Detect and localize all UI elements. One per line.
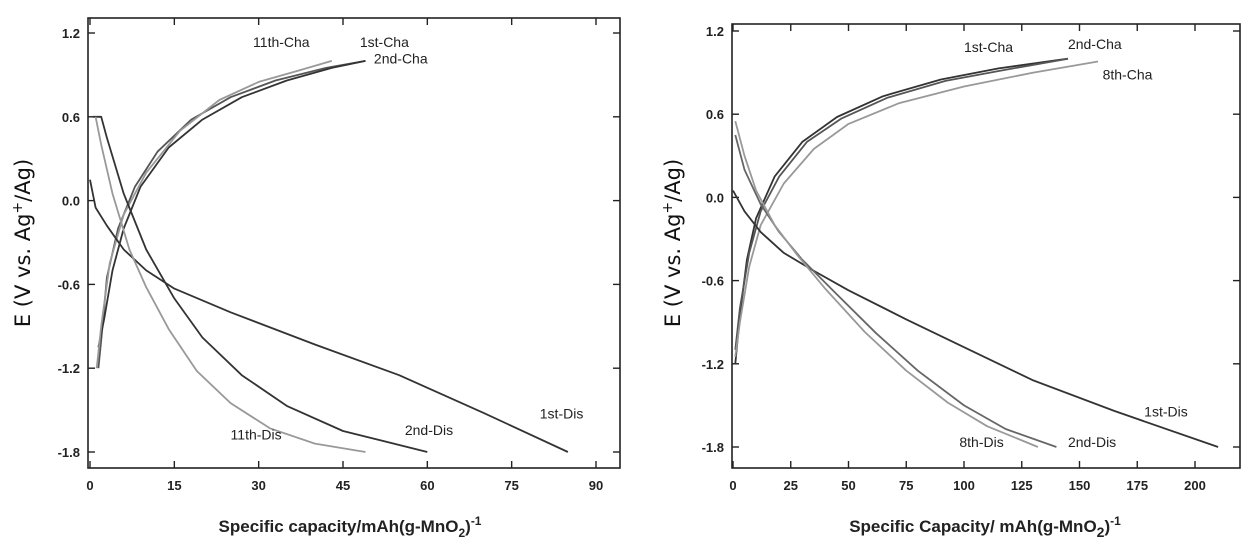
y-axis-label-right: E (V vs. Ag+/Ag) bbox=[660, 159, 685, 327]
ticks-left: -1.8 -1.2 -0.6 0.0 0.6 1.2 0 15 30 45 60 75 90 bbox=[58, 18, 620, 493]
series-annotation: 8th-Cha bbox=[1103, 67, 1153, 83]
x-tick-label: 90 bbox=[589, 478, 603, 493]
x-tick-label: 50 bbox=[841, 478, 855, 493]
series-annotation: 2nd-Dis bbox=[1068, 434, 1116, 450]
series-annotation: 1st-Cha bbox=[964, 39, 1013, 55]
x-axis-label-right: Specific Capacity/ mAh(g-MnO2)-1 bbox=[849, 514, 1121, 540]
y-tick-label: 1.2 bbox=[62, 26, 80, 41]
plot-frame-left bbox=[87, 17, 621, 469]
y-tick-label: 0.0 bbox=[62, 194, 80, 209]
series-line-2nd-Dis bbox=[734, 134, 1057, 448]
series-annotation: 2nd-Dis bbox=[405, 422, 453, 438]
x-tick-label: 0 bbox=[729, 478, 736, 493]
x-tick-label: 60 bbox=[420, 478, 434, 493]
series-line-1st-Cha bbox=[97, 60, 366, 369]
series-line-11th-Cha bbox=[95, 60, 333, 369]
y-axis-label-left: E (V vs. Ag+/Ag) bbox=[10, 159, 35, 327]
series-annotation: 11th-Dis bbox=[231, 426, 282, 442]
x-tick-label: 75 bbox=[899, 478, 913, 493]
series-line-2nd-Dis bbox=[92, 115, 428, 453]
series-line-8th-Dis bbox=[734, 120, 1039, 448]
ticks-right: -1.8 -1.2 -0.6 0.0 0.6 1.2 0 25 50 75 100 125 150 175… bbox=[702, 24, 1240, 493]
series-line-8th-Cha bbox=[734, 60, 1099, 358]
series-left bbox=[89, 60, 569, 453]
x-tick-label: 100 bbox=[953, 478, 975, 493]
series-line-1st-Dis bbox=[89, 179, 569, 453]
y-tick-label: 0.6 bbox=[62, 110, 80, 125]
y-tick-label: -1.2 bbox=[58, 361, 80, 376]
annotations-right: 1st-Cha 2nd-Cha 8th-Cha 1st-Dis 2nd-Dis 8th-D… bbox=[959, 36, 1187, 450]
x-tick-label: 200 bbox=[1184, 478, 1206, 493]
x-tick-label: 25 bbox=[784, 478, 798, 493]
series-annotation: 1st-Cha bbox=[360, 34, 409, 50]
y-tick-label: -1.2 bbox=[702, 357, 724, 372]
y-tick-label: 1.2 bbox=[706, 24, 724, 39]
y-tick-label: -0.6 bbox=[58, 277, 80, 292]
x-tick-label: 175 bbox=[1126, 478, 1148, 493]
series-line-1st-Dis bbox=[732, 190, 1219, 448]
chart-right: -1.8 -1.2 -0.6 0.0 0.6 1.2 0 25 50 75 100 125 150 175… bbox=[660, 23, 1241, 540]
plot-frame-right bbox=[731, 23, 1241, 469]
series-annotation: 11th-Cha bbox=[253, 34, 310, 50]
series-annotation: 2nd-Cha bbox=[374, 51, 428, 67]
series-right bbox=[732, 57, 1219, 448]
chart-left: -1.8 -1.2 -0.6 0.0 0.6 1.2 0 15 30 45 60 75 90 11th-… bbox=[10, 17, 621, 540]
y-tick-label: -1.8 bbox=[702, 440, 724, 455]
y-tick-label: 0.6 bbox=[706, 107, 724, 122]
series-line-2nd-Cha bbox=[97, 60, 366, 348]
series-annotation: 1st-Dis bbox=[1144, 403, 1188, 419]
x-tick-label: 15 bbox=[167, 478, 181, 493]
y-tick-label: 0.0 bbox=[706, 190, 724, 205]
x-tick-label: 45 bbox=[336, 478, 350, 493]
series-annotation: 2nd-Cha bbox=[1068, 36, 1122, 52]
series-annotation: 1st-Dis bbox=[540, 405, 584, 421]
y-tick-label: -1.8 bbox=[58, 445, 80, 460]
x-tick-label: 0 bbox=[86, 478, 93, 493]
series-line-2nd-Cha bbox=[734, 57, 1069, 350]
x-axis-label-left: Specific capacity/mAh(g-MnO2)-1 bbox=[219, 514, 482, 540]
x-tick-label: 30 bbox=[251, 478, 265, 493]
x-tick-label: 150 bbox=[1069, 478, 1091, 493]
x-tick-label: 125 bbox=[1011, 478, 1033, 493]
x-tick-label: 75 bbox=[504, 478, 518, 493]
series-line-11th-Dis bbox=[94, 116, 366, 453]
y-tick-label: -0.6 bbox=[702, 274, 724, 289]
series-annotation: 8th-Dis bbox=[959, 434, 1003, 450]
